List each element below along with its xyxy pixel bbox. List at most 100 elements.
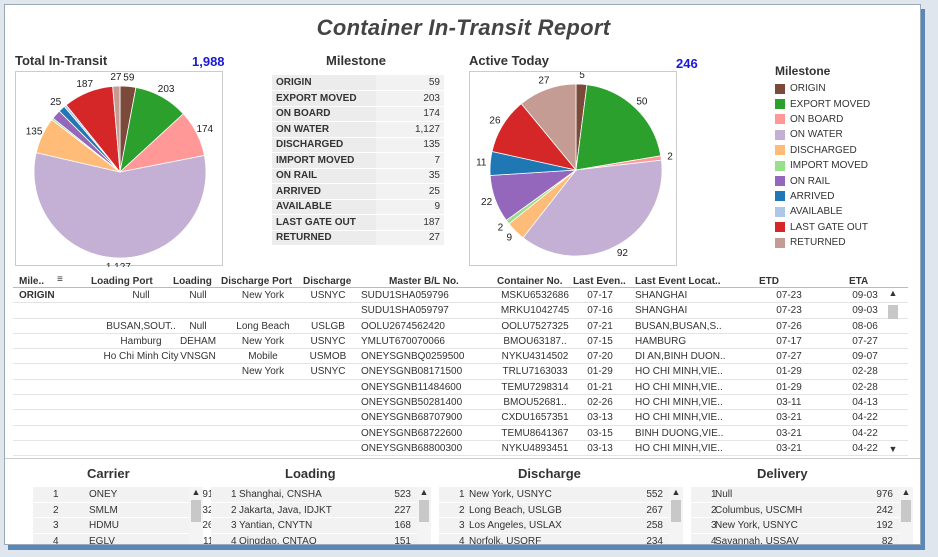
grid-header-cell[interactable]: Loading Port	[91, 276, 153, 287]
grid-cell: 07-27	[852, 335, 878, 347]
legend-item[interactable]: IMPORT MOVED	[775, 158, 870, 173]
scroll-thumb[interactable]	[901, 500, 911, 522]
grid-cell: BINH DUONG,VIE..	[635, 427, 724, 439]
table-row[interactable]: ONEYSGNB68722600 TEMU8641367 03-15 BINH DUO…	[13, 426, 908, 441]
scroll-up-icon[interactable]: ▲	[888, 288, 898, 298]
summary-scrollbar[interactable]: ▲	[669, 487, 683, 544]
grid-cell: New York	[241, 366, 285, 378]
table-row[interactable]: Hamburg DEHAM New York USNYC YMLUT670070066 B…	[13, 334, 908, 350]
scroll-thumb[interactable]	[888, 305, 898, 319]
list-item[interactable]: 4 Qingdao, CNTAO 151	[211, 533, 417, 544]
legend-item[interactable]: ON RAIL	[775, 173, 870, 188]
rank: 4	[459, 535, 465, 545]
list-item[interactable]: 2 Long Beach, USLGB 267	[439, 502, 669, 518]
item-name: Shanghai, CNSHA	[239, 489, 322, 500]
summary-scrollbar[interactable]: ▲	[417, 487, 431, 544]
list-item[interactable]: 4 Savannah, USSAV 82	[691, 533, 899, 544]
legend-label: ARRIVED	[790, 190, 835, 202]
list-item[interactable]: 1 Null 976	[691, 487, 899, 503]
summary-scrollbar[interactable]: ▲	[899, 487, 913, 544]
milestone-row[interactable]: IMPORT MOVED 7	[272, 152, 444, 169]
scroll-up-icon[interactable]: ▲	[671, 487, 681, 497]
table-row[interactable]: Ho Chi Minh City VNSGN Mobile USMOB ONEYSGNB…	[13, 349, 908, 365]
pie-slice-export-moved[interactable]	[575, 84, 662, 171]
grid-cell: 07-23	[776, 305, 802, 317]
milestone-row[interactable]: ARRIVED 25	[272, 183, 444, 200]
grid-scrollbar[interactable]: ▲ ▼	[886, 288, 900, 456]
milestone-row[interactable]: ON WATER 1,127	[272, 121, 444, 138]
report-frame: Container In-Transit Report Total In-Tra…	[4, 4, 921, 545]
scroll-thumb[interactable]	[191, 500, 201, 522]
scroll-up-icon[interactable]: ▲	[901, 487, 911, 497]
legend-item[interactable]: AVAILABLE	[775, 204, 870, 219]
pie-slice-on-water[interactable]	[522, 159, 663, 257]
grid-header-cell[interactable]: ETD	[759, 276, 779, 287]
list-item[interactable]: 2 Columbus, USCMH 242	[691, 502, 899, 518]
legend-item[interactable]: ARRIVED	[775, 189, 870, 204]
list-item[interactable]: 4EGLV112	[33, 533, 219, 544]
table-row[interactable]: ONEYSGNB11484600 TEMU7298314 01-21 HO CHI M…	[13, 380, 908, 396]
pie-slice-on-water[interactable]	[33, 152, 207, 259]
list-item[interactable]: 3 HDMU 261	[33, 518, 219, 534]
pie-slice-returned[interactable]	[520, 83, 577, 172]
list-item[interactable]: 1 ONEY 917	[33, 487, 219, 503]
grid-cell: YMLUT670070066	[361, 335, 445, 347]
scroll-down-icon[interactable]: ▼	[888, 444, 898, 454]
grid-header-cell[interactable]: Loading	[173, 276, 212, 287]
list-item[interactable]: 3 Los Angeles, USLAX 258	[439, 518, 669, 534]
milestone-row[interactable]: DISCHARGED 135	[272, 137, 444, 153]
milestone-row[interactable]: ORIGIN 59	[272, 75, 444, 91]
grid-cell: Null	[132, 290, 150, 301]
table-row[interactable]: New York USNYC ONEYSGNB08171500 TRLU7163033…	[13, 364, 908, 380]
legend-item[interactable]: EXPORT MOVED	[775, 96, 870, 111]
milestone-label: ON BOARD	[272, 106, 376, 122]
grid-cell: NYKU4893451	[501, 442, 569, 454]
sort-icon[interactable]: ≡	[57, 274, 63, 285]
scroll-thumb[interactable]	[419, 500, 429, 522]
legend-item[interactable]: RETURNED	[775, 235, 870, 250]
grid-cell: TEMU8641367	[501, 427, 569, 439]
milestone-row[interactable]: ON RAIL 35	[272, 168, 444, 184]
legend-item[interactable]: ON WATER	[775, 127, 870, 142]
scroll-up-icon[interactable]: ▲	[191, 487, 201, 497]
grid-cell: 02-28	[852, 366, 878, 378]
table-row[interactable]: SUDU1SHA059797 MRKU1042745 07-16 SHANGHAI 07…	[13, 303, 908, 319]
milestone-row[interactable]: EXPORT MOVED 203	[272, 90, 444, 107]
list-item[interactable]: 3 New York, USNYC 192	[691, 518, 899, 534]
grid-header-cell[interactable]: Container No.	[497, 276, 563, 287]
list-item[interactable]: 1 New York, USNYC 552	[439, 487, 669, 503]
grid-header-cell[interactable]: Discharge	[303, 276, 352, 287]
grid-cell: ONEYSGNB68707900	[361, 412, 463, 424]
grid-header-cell[interactable]: ETA	[849, 276, 869, 287]
grid-header-cell[interactable]: Last Event Locat..	[635, 276, 721, 287]
scroll-thumb[interactable]	[671, 500, 681, 522]
table-row[interactable]: BUSAN,SOUT.. Null Long Beach USLGB OOLU26745…	[13, 319, 908, 334]
grid-header-cell[interactable]: Last Even..	[573, 276, 626, 287]
milestone-row[interactable]: ON BOARD 174	[272, 106, 444, 122]
list-item[interactable]: 3 Yantian, CNYTN 168	[211, 518, 417, 534]
milestone-row[interactable]: AVAILABLE 9	[272, 199, 444, 215]
pie-slice-returned[interactable]	[112, 85, 121, 173]
legend-item[interactable]: ORIGIN	[775, 81, 870, 96]
table-row[interactable]: ONEYSGNB50281400 BMOU52681.. 02-26 HO CHI M…	[13, 395, 908, 411]
grid-cell: 07-23	[776, 290, 802, 301]
milestone-row[interactable]: RETURNED 27	[272, 230, 444, 246]
list-item[interactable]: 4 Norfolk, USORF 234	[439, 533, 669, 545]
scroll-up-icon[interactable]: ▲	[419, 487, 429, 497]
legend-item[interactable]: LAST GATE OUT	[775, 220, 870, 235]
legend-item[interactable]: ON BOARD	[775, 112, 870, 127]
list-item[interactable]: 2 SMLM 325	[33, 502, 219, 518]
grid-header-cell[interactable]: Mile..	[19, 276, 45, 287]
grid-header-cell[interactable]: Discharge Port	[221, 276, 293, 287]
table-row[interactable]: ONEYSGNB68800300 NYKU4893451 03-13 HO CHI M…	[13, 441, 908, 457]
table-row[interactable]: ONEYSGNB68707900 CXDU1657351 03-13 HO CHI M…	[13, 410, 908, 426]
grid-header: Mile.. Loading Port Loading Discharge Port D…	[13, 273, 908, 288]
milestone-row[interactable]: LAST GATE OUT 187	[272, 214, 444, 231]
total-pie-box: 59 203 174 1,127 135 25 187 27	[15, 71, 223, 273]
table-row[interactable]: ORIGIN Null Null New York USNYC SUDU1SHA05979…	[13, 288, 908, 304]
list-item[interactable]: 1 Shanghai, CNSHA 523	[211, 487, 417, 503]
list-item[interactable]: 2 Jakarta, Java, IDJKT 227	[211, 502, 417, 518]
summary-scrollbar[interactable]: ▲	[189, 487, 203, 544]
legend-item[interactable]: DISCHARGED	[775, 143, 870, 158]
grid-header-cell[interactable]: Master B/L No.	[389, 276, 459, 287]
